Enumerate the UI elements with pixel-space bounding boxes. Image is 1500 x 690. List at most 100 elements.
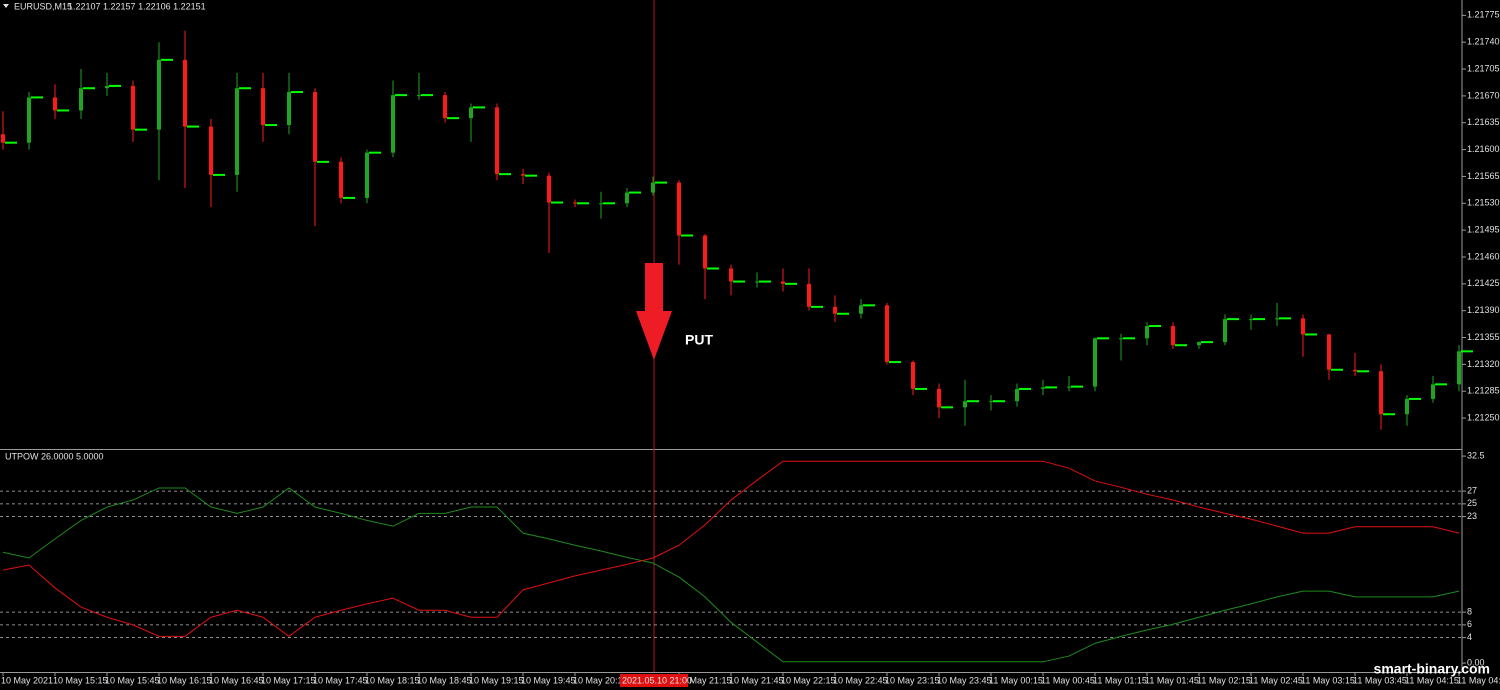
x-tick-label: 11 May 03:45: [1353, 675, 1407, 685]
candle-body: [79, 88, 83, 111]
y-tick-label: 1.21705: [1467, 63, 1500, 73]
candle-body: [1145, 326, 1149, 339]
x-tick-label: 11 May 00:45: [1041, 675, 1095, 685]
candle-body: [313, 92, 317, 162]
candle-body: [1405, 398, 1409, 415]
candle-body: [1, 134, 5, 143]
x-tick-label: 11 May 04:15: [1405, 675, 1459, 685]
candle-body: [183, 59, 187, 127]
candle-body: [521, 174, 525, 176]
candle-body: [703, 235, 707, 269]
candle-body: [807, 283, 811, 307]
candle-body: [781, 281, 785, 284]
x-tick-label: 10 May 18:45: [417, 675, 472, 685]
cursor-label: 2021.05.10 21:00: [622, 675, 692, 685]
y-tick-label: 1.21355: [1467, 332, 1500, 342]
x-tick-label: 10 May 22:15: [781, 675, 836, 685]
candle-body: [157, 59, 161, 130]
candle-body: [1041, 387, 1045, 389]
x-tick-label: 10 May 15:15: [53, 675, 108, 685]
candle-body: [27, 97, 31, 143]
x-tick-label: 10 May 20:15: [573, 675, 628, 685]
candle-body: [1457, 351, 1461, 385]
candle-body: [755, 281, 759, 283]
y-tick-label: 1.21495: [1467, 225, 1500, 235]
menu-arrow: [3, 4, 9, 8]
x-tick-label: 11 May 01:15: [1093, 675, 1147, 685]
put-label: PUT: [685, 332, 713, 348]
x-tick-label: 10 May 16:45: [209, 675, 264, 685]
candle-body: [209, 126, 213, 175]
x-tick-label: 11 May 02:15: [1197, 675, 1251, 685]
candle-body: [1171, 326, 1175, 346]
x-tick-label: 10 May 15:45: [105, 675, 160, 685]
candle-body: [1067, 386, 1071, 388]
candle-body: [443, 95, 447, 119]
x-tick-label: 10 May 18:15: [365, 675, 420, 685]
y-tick-label: 0.00: [1467, 657, 1485, 667]
candle-body: [989, 401, 993, 403]
candle-body: [235, 88, 239, 175]
candle-body: [417, 95, 421, 97]
candle-body: [1015, 388, 1019, 402]
candle-body: [1093, 338, 1097, 387]
candle-body: [469, 107, 473, 119]
x-tick-label: 11 May 00:15: [989, 675, 1043, 685]
x-tick-label: 10 May 23:15: [885, 675, 940, 685]
y-tick-label: 1.21530: [1467, 198, 1500, 208]
candle-body: [131, 85, 135, 130]
y-tick-label: 1.21285: [1467, 386, 1500, 396]
y-tick-label: 1.21775: [1467, 10, 1500, 20]
put-arrow-head: [636, 311, 672, 360]
candle-body: [677, 182, 681, 236]
y-tick-label: 1.21425: [1467, 278, 1500, 288]
x-tick-label: 11 May 01:45: [1145, 675, 1199, 685]
candle-body: [911, 362, 915, 389]
candle-body: [1249, 319, 1253, 321]
x-tick-label: 11 May 04:45: [1457, 675, 1500, 685]
x-tick-label: 10 May 21:45: [729, 675, 784, 685]
x-tick-label: 10 May 23:45: [937, 675, 992, 685]
watermark: smart-binary.com: [1374, 661, 1490, 677]
candle-body: [1223, 319, 1227, 343]
y-tick-label: 1.21460: [1467, 251, 1500, 261]
x-tick-label: 10 May 17:45: [313, 675, 368, 685]
y-tick-label: 1.21320: [1467, 359, 1500, 369]
candle-body: [1119, 338, 1123, 340]
candle-body: [573, 202, 577, 204]
y-tick-label: 32.5: [1467, 450, 1485, 460]
y-tick-label: 25: [1467, 498, 1477, 508]
y-tick-label: 1.21390: [1467, 305, 1500, 315]
candle-body: [53, 97, 57, 111]
x-tick-label: 10 May 19:45: [521, 675, 576, 685]
candle-body: [365, 152, 369, 198]
candle-body: [1197, 342, 1201, 346]
x-tick-label: 10 May 21:15: [677, 675, 732, 685]
candle-body: [963, 401, 967, 408]
y-tick-label: 1.21565: [1467, 171, 1500, 181]
y-tick-label: 6: [1467, 619, 1472, 629]
y-tick-label: 1.21600: [1467, 144, 1500, 154]
y-tick-label: 1.21740: [1467, 37, 1500, 47]
candle-body: [1275, 318, 1279, 320]
candle-body: [339, 161, 343, 198]
cursor-label-bg: [620, 674, 688, 687]
indicator-line: [2, 460, 1460, 637]
candle-body: [1327, 334, 1331, 370]
candle-body: [937, 388, 941, 408]
candle-body: [599, 203, 603, 205]
y-tick-label: 23: [1467, 511, 1477, 521]
y-tick-label: 8: [1467, 607, 1472, 617]
y-tick-label: 27: [1467, 485, 1477, 495]
symbol: EURUSD,M15: [14, 1, 72, 11]
indicator-line: [2, 487, 1460, 663]
candle-body: [625, 192, 629, 204]
candle-body: [547, 175, 551, 203]
y-tick-label: 4: [1467, 632, 1472, 642]
indicator-name: UTPOW 26.0000 5.0000: [5, 451, 104, 461]
x-tick-label: 10 May 17:15: [261, 675, 316, 685]
candle-body: [1379, 371, 1383, 415]
candle-body: [391, 95, 395, 153]
